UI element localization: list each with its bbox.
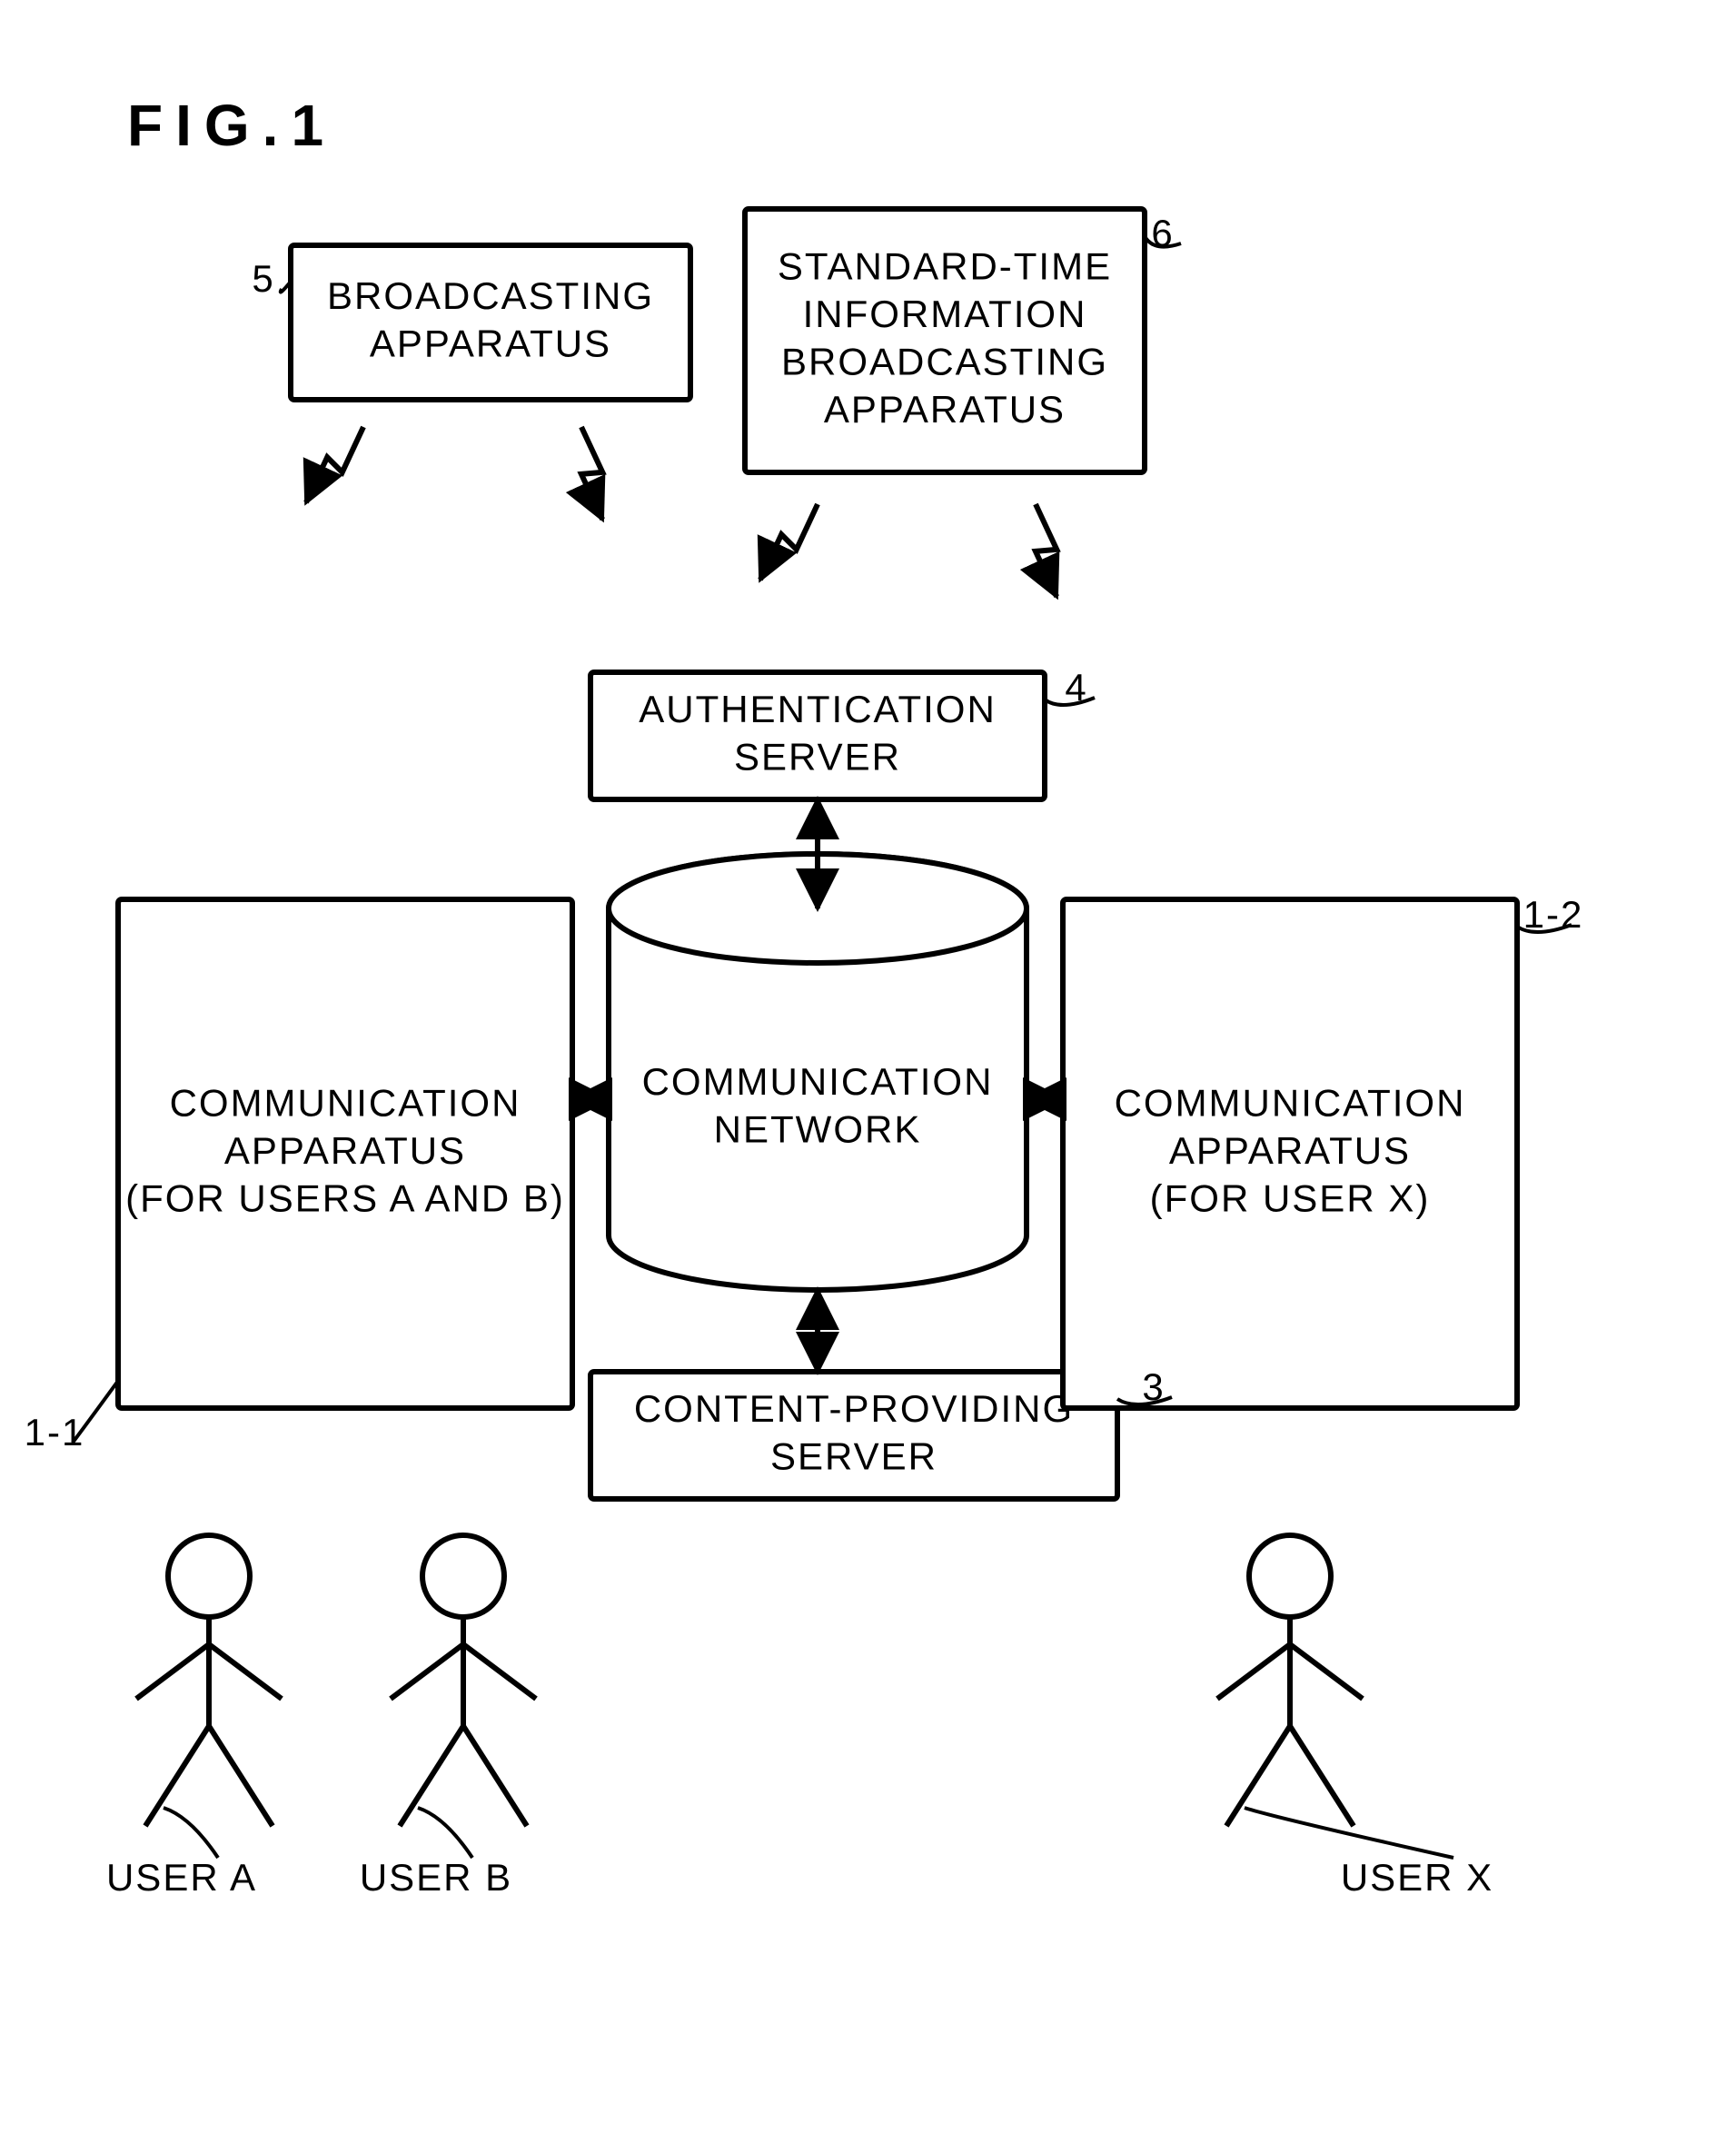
user-b xyxy=(391,1535,536,1826)
ref-number: 4 xyxy=(1065,666,1087,709)
comm_x-label: (FOR USER X) xyxy=(1150,1177,1431,1220)
comm_ab-label: APPARATUS xyxy=(224,1129,466,1172)
figure-title: FIG.1 xyxy=(127,93,336,158)
ref-number: 5 xyxy=(252,257,274,300)
comm_ab-label: COMMUNICATION xyxy=(170,1082,521,1125)
auth-label: SERVER xyxy=(734,735,901,778)
user-label-b: USER B xyxy=(360,1856,512,1899)
ref-number: 1-2 xyxy=(1523,893,1584,936)
stdtime-label: APPARATUS xyxy=(824,388,1066,431)
content-label: CONTENT-PROVIDING xyxy=(634,1387,1074,1430)
user-label-x: USER X xyxy=(1341,1856,1493,1899)
comm_ab-label: (FOR USERS A AND B) xyxy=(125,1177,565,1220)
broadcast-arrow xyxy=(1036,504,1056,597)
comm_x-label: COMMUNICATION xyxy=(1115,1082,1466,1125)
broadcasting-label: BROADCASTING xyxy=(327,274,654,317)
broadcast-arrow xyxy=(581,427,602,520)
comm_x-label: APPARATUS xyxy=(1169,1129,1411,1172)
user-leader xyxy=(418,1808,472,1858)
network-label: NETWORK xyxy=(714,1107,922,1150)
user-x xyxy=(1217,1535,1363,1826)
broadcast-arrow xyxy=(306,427,363,502)
ref-number: 1-1 xyxy=(25,1411,85,1453)
stdtime-label: INFORMATION xyxy=(803,293,1087,335)
stdtime-label: STANDARD-TIME xyxy=(778,244,1112,287)
network-label: COMMUNICATION xyxy=(642,1060,994,1103)
broadcasting-label: APPARATUS xyxy=(370,322,611,364)
user-leader xyxy=(164,1808,218,1858)
user-a xyxy=(136,1535,282,1826)
ref-number: 6 xyxy=(1151,212,1174,254)
user-label-a: USER A xyxy=(106,1856,257,1899)
stdtime-label: BROADCASTING xyxy=(781,340,1108,382)
figure-canvas: FIG.1 BROADCASTING APPARATUS STANDARD-TIME I… xyxy=(0,0,1736,2133)
auth-label: AUTHENTICATION xyxy=(639,688,997,730)
content-label: SERVER xyxy=(770,1434,937,1477)
broadcast-arrow xyxy=(760,504,818,580)
ref-number: 3 xyxy=(1142,1365,1165,1408)
